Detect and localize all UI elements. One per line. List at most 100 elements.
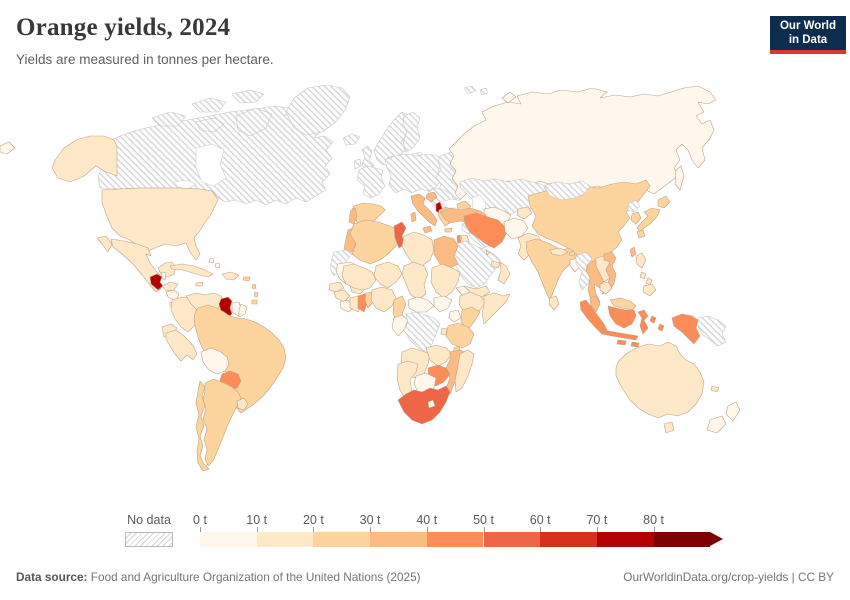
country-lesser-antilles-2[interactable] — [253, 291, 259, 298]
country-mali[interactable] — [341, 263, 377, 291]
country-malaysia-peninsula[interactable] — [589, 295, 601, 313]
country-guatemala[interactable] — [149, 273, 164, 291]
country-west-papua[interactable] — [671, 313, 701, 345]
country-central-europe[interactable] — [384, 153, 443, 194]
country-alaska[interactable] — [51, 135, 118, 183]
legend-bin-30-40[interactable] — [370, 532, 427, 547]
country-algeria[interactable] — [349, 219, 403, 265]
country-uruguay[interactable] — [236, 397, 249, 411]
country-peru[interactable] — [165, 329, 198, 362]
legend-bin-40-50[interactable] — [426, 532, 484, 547]
country-siberia-left-fragment[interactable] — [0, 141, 16, 155]
country-bahamas-1[interactable] — [208, 257, 215, 264]
owid-logo[interactable]: Our World in Data — [770, 16, 846, 54]
country-moluccas-2[interactable] — [657, 323, 665, 332]
country-borneo-indonesia[interactable] — [607, 305, 637, 329]
country-papua-new-guinea[interactable] — [697, 315, 727, 347]
country-sierra-leone-liberia[interactable] — [339, 299, 355, 313]
legend-bin-80+[interactable] — [653, 532, 711, 547]
country-sri-lanka[interactable] — [548, 295, 560, 311]
no-data-swatch[interactable] — [125, 532, 173, 547]
country-zambia[interactable] — [425, 344, 453, 367]
country-china[interactable] — [527, 179, 651, 263]
country-india[interactable] — [525, 238, 579, 301]
country-libya[interactable] — [401, 231, 435, 267]
country-arctic-1[interactable] — [151, 111, 187, 127]
country-philippines-mindanao[interactable] — [642, 283, 657, 297]
country-svalbard-1[interactable] — [463, 85, 477, 95]
country-ireland[interactable] — [353, 158, 362, 170]
country-borneo-malaysia[interactable] — [609, 297, 637, 311]
country-guyana[interactable] — [218, 296, 233, 319]
country-french-guiana[interactable] — [238, 303, 248, 318]
country-trinidad[interactable] — [251, 299, 258, 305]
legend-bin-20-30[interactable] — [313, 532, 371, 547]
country-arctic-2[interactable] — [191, 97, 227, 113]
country-japan-kyushu[interactable] — [636, 229, 646, 239]
country-tasmania[interactable] — [663, 421, 675, 434]
country-kyrgyzstan-tajikistan[interactable] — [516, 206, 533, 220]
country-new-zealand-north[interactable] — [725, 401, 741, 422]
country-central-african-republic[interactable] — [407, 296, 435, 313]
country-croatia[interactable] — [425, 191, 438, 203]
country-cuba[interactable] — [169, 263, 214, 278]
license-link[interactable]: CC BY — [797, 570, 834, 584]
country-lesser-antilles-1[interactable] — [251, 283, 257, 290]
country-iceland[interactable] — [342, 133, 361, 146]
country-united-kingdom[interactable] — [361, 145, 375, 173]
country-senegal[interactable] — [328, 281, 345, 293]
country-sardinia[interactable] — [410, 211, 417, 223]
country-myanmar[interactable] — [575, 251, 593, 291]
country-philippines-visayas-1[interactable] — [639, 271, 647, 280]
country-dr-congo[interactable] — [403, 311, 441, 353]
country-guinea[interactable] — [333, 289, 351, 303]
country-australia[interactable] — [615, 341, 705, 419]
country-south-korea[interactable] — [630, 211, 642, 225]
legend-bin-60-70[interactable] — [540, 532, 597, 547]
country-brazil[interactable] — [193, 304, 287, 414]
country-north-korea[interactable] — [627, 199, 641, 213]
country-sudan[interactable] — [430, 263, 461, 299]
country-greenland[interactable] — [285, 84, 351, 136]
country-uae-qatar[interactable] — [490, 260, 501, 269]
country-nicaragua[interactable] — [165, 289, 180, 302]
country-iran[interactable] — [463, 212, 507, 249]
country-lesotho[interactable] — [427, 399, 436, 409]
country-arctic-3[interactable] — [231, 89, 265, 104]
country-mongolia[interactable] — [543, 180, 591, 201]
country-egypt[interactable] — [433, 235, 459, 269]
country-nigeria[interactable] — [370, 286, 397, 313]
country-puerto-rico[interactable] — [242, 276, 251, 282]
country-jamaica[interactable] — [195, 281, 204, 287]
country-hispaniola[interactable] — [221, 271, 240, 281]
country-cambodia[interactable] — [599, 281, 613, 295]
country-japan-hokkaido[interactable] — [657, 195, 671, 209]
country-novaya-zemlya[interactable] — [501, 91, 517, 104]
country-japan-honshu[interactable] — [636, 207, 661, 233]
country-bolivia[interactable] — [200, 347, 230, 375]
country-sulawesi[interactable] — [637, 309, 649, 335]
country-somalia[interactable] — [481, 292, 511, 325]
country-namibia[interactable] — [396, 360, 419, 401]
country-south-sudan[interactable] — [433, 295, 453, 313]
country-lesser-sunda-2[interactable] — [630, 341, 640, 348]
country-philippines-luzon[interactable] — [635, 252, 647, 269]
owid-url-link[interactable]: OurWorldinData.org/crop-yields — [623, 570, 789, 584]
country-nepal[interactable] — [549, 247, 569, 257]
legend-bin-10-20[interactable] — [256, 532, 314, 547]
country-new-caledonia[interactable] — [710, 385, 720, 393]
country-united-states[interactable] — [101, 187, 219, 261]
country-france[interactable] — [356, 165, 386, 199]
country-victoria-island[interactable] — [195, 117, 225, 133]
country-chad[interactable] — [401, 261, 429, 301]
legend-bin-0-10[interactable] — [200, 532, 257, 547]
country-crete[interactable] — [444, 227, 453, 233]
country-portugal[interactable] — [348, 207, 358, 225]
country-svalbard-2[interactable] — [479, 87, 489, 96]
country-bahamas-2[interactable] — [214, 262, 221, 269]
country-madagascar[interactable] — [454, 349, 475, 393]
country-baffin-island[interactable] — [235, 107, 273, 137]
country-moluccas-1[interactable] — [649, 315, 657, 324]
country-argentina[interactable] — [202, 378, 242, 467]
country-honduras[interactable] — [161, 281, 179, 292]
